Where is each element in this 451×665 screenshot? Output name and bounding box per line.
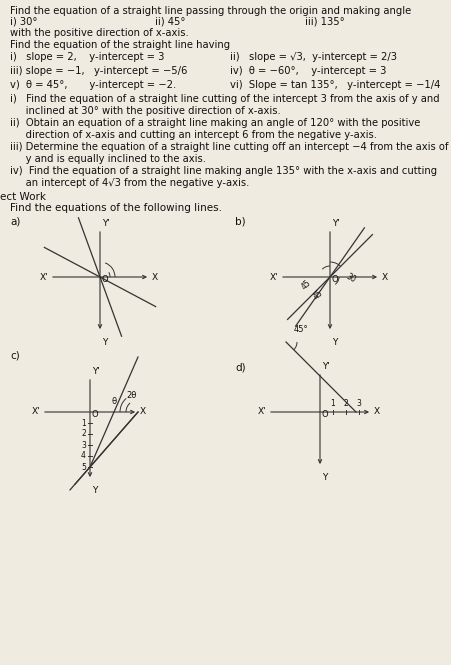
Text: y and is equally inclined to the axis.: y and is equally inclined to the axis. (10, 154, 206, 164)
Text: ect Work: ect Work (0, 192, 46, 202)
Text: a): a) (10, 217, 20, 227)
Text: inclined at 30° with the positive direction of x-axis.: inclined at 30° with the positive direct… (10, 106, 280, 116)
Text: Y: Y (92, 486, 97, 495)
Text: an intercept of 4√3 from the negative y-axis.: an intercept of 4√3 from the negative y-… (10, 178, 249, 188)
Text: X: X (373, 408, 379, 416)
Text: X': X' (269, 273, 278, 281)
Text: Y': Y' (331, 219, 339, 228)
Text: 2: 2 (343, 399, 348, 408)
Text: 2: 2 (81, 430, 86, 438)
Text: iii) 135°: iii) 135° (304, 17, 344, 27)
Text: iv)  θ = −60°,    y-intercept = 3: iv) θ = −60°, y-intercept = 3 (230, 66, 386, 76)
Text: 30: 30 (343, 273, 356, 285)
Text: X: X (152, 273, 158, 281)
Text: i)   slope = 2,    y-intercept = 3: i) slope = 2, y-intercept = 3 (10, 52, 164, 62)
Text: 3: 3 (356, 399, 361, 408)
Text: θ: θ (112, 397, 117, 406)
Text: vi)  Slope = tan 135°,   y-intercept = −1/4: vi) Slope = tan 135°, y-intercept = −1/4 (230, 80, 439, 90)
Text: Y': Y' (321, 362, 329, 371)
Text: X: X (381, 273, 387, 281)
Text: c): c) (10, 350, 20, 360)
Text: 4: 4 (81, 452, 86, 460)
Text: i) 30°: i) 30° (10, 17, 37, 27)
Text: iii) Determine the equation of a straight line cutting off an intercept −4 from : iii) Determine the equation of a straigh… (10, 142, 447, 152)
Text: 45: 45 (311, 288, 325, 301)
Text: 45: 45 (299, 278, 313, 291)
Text: 45°: 45° (293, 325, 308, 334)
Text: Find the equations of the following lines.: Find the equations of the following line… (10, 203, 221, 213)
Text: X: X (140, 408, 146, 416)
Text: O: O (331, 275, 338, 284)
Text: ii)  Obtain an equation of a straight line making an angle of 120° with the posi: ii) Obtain an equation of a straight lin… (10, 118, 419, 128)
Text: d): d) (235, 363, 245, 373)
Text: X': X' (32, 408, 41, 416)
Text: iv)  Find the equation of a straight line making angle 135° with the x-axis and : iv) Find the equation of a straight line… (10, 166, 436, 176)
Text: Y: Y (321, 473, 327, 482)
Text: 5: 5 (81, 462, 86, 471)
Text: i)   Find the equation of a straight line cutting of the intercept 3 from the ax: i) Find the equation of a straight line … (10, 94, 439, 104)
Text: ii) 45°: ii) 45° (155, 17, 185, 27)
Text: iii) slope = −1,   y-intercept = −5/6: iii) slope = −1, y-intercept = −5/6 (10, 66, 187, 76)
Text: X': X' (258, 408, 266, 416)
Text: O: O (102, 275, 108, 284)
Text: X': X' (40, 273, 49, 281)
Text: Y: Y (331, 338, 336, 347)
Text: Find the equation of a straight line passing through the origin and making angle: Find the equation of a straight line pas… (10, 6, 410, 16)
Text: Find the equation of the straight line having: Find the equation of the straight line h… (10, 40, 230, 50)
Text: direction of x-axis and cutting an intercept 6 from the negative y-axis.: direction of x-axis and cutting an inter… (10, 130, 376, 140)
Text: O: O (321, 410, 328, 419)
Text: Y': Y' (102, 219, 110, 228)
Text: Y: Y (102, 338, 107, 347)
Text: 1: 1 (81, 418, 86, 428)
Text: 2θ: 2θ (126, 391, 136, 400)
Text: ii)   slope = √3,  y-intercept = 2/3: ii) slope = √3, y-intercept = 2/3 (230, 52, 396, 62)
Text: 1: 1 (330, 399, 335, 408)
Text: v)  θ = 45°,       y-intercept = −2.: v) θ = 45°, y-intercept = −2. (10, 80, 176, 90)
Text: b): b) (235, 217, 245, 227)
Text: 3: 3 (81, 440, 86, 450)
Text: with the positive direction of x-axis.: with the positive direction of x-axis. (10, 28, 189, 38)
Text: O: O (92, 410, 98, 419)
Text: Y': Y' (92, 367, 100, 376)
